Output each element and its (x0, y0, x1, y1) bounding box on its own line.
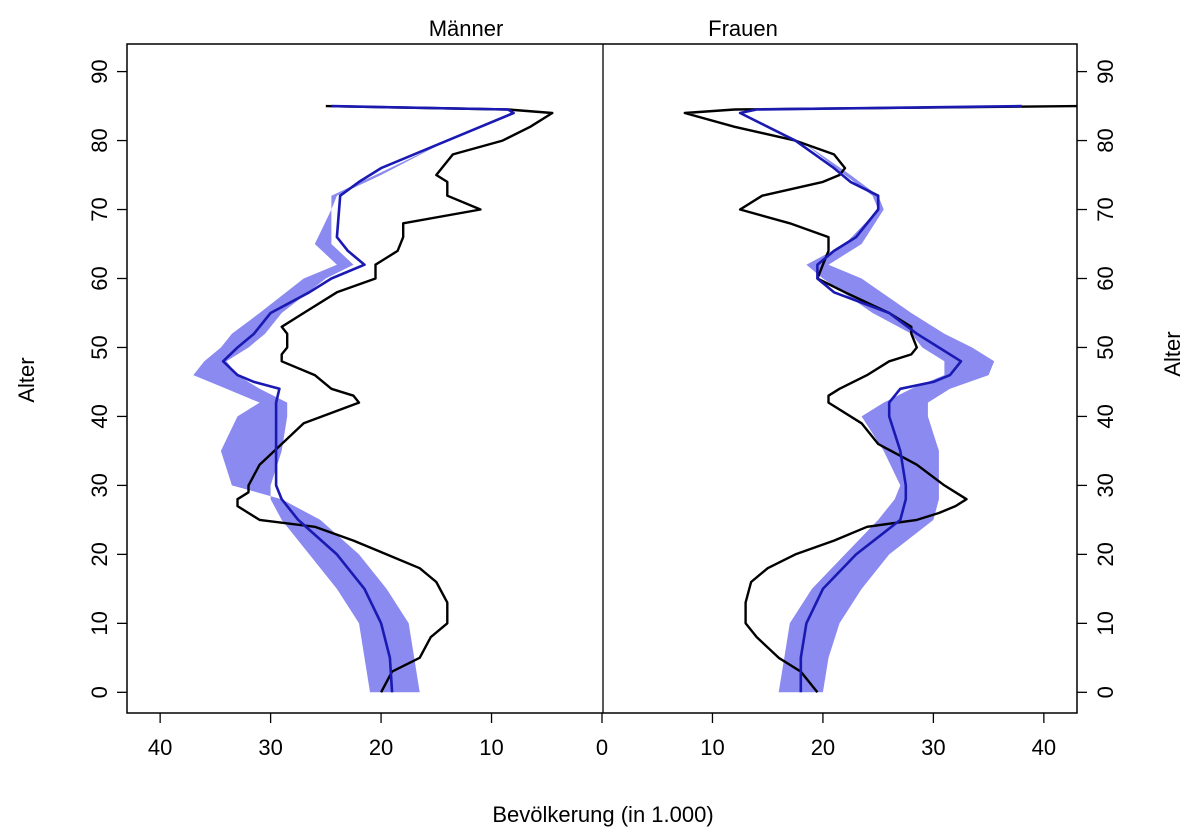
x-tick-label: 20 (811, 735, 835, 760)
forecast-line-left (221, 104, 515, 693)
y-tick-label-left: 50 (87, 335, 112, 359)
x-tick-label: 20 (369, 735, 393, 760)
y-axis-left: 0 10 20 30 40 50 60 70 80 90 (87, 59, 127, 698)
y-tick-label-right: 20 (1093, 542, 1118, 566)
y-tick-label-left: 70 (87, 197, 112, 221)
uncertainty-band-right (740, 113, 995, 693)
y-tick-label-right: 50 (1093, 335, 1118, 359)
y-tick-label-left: 40 (87, 404, 112, 428)
y-tick-label-right: 40 (1093, 404, 1118, 428)
uncertainty-band-left (193, 113, 509, 693)
y-tick-label-right: 10 (1093, 611, 1118, 635)
y-tick-label-left: 0 (87, 686, 112, 698)
panel-title-women: Frauen (708, 16, 778, 41)
x-axis: 40 30 20 10 0 10 20 30 40 (148, 713, 1056, 760)
y-tick-label-right: 90 (1093, 59, 1118, 83)
panel-title-men: Männer (429, 16, 504, 41)
y-tick-label-left: 30 (87, 473, 112, 497)
x-tick-label: 10 (700, 735, 724, 760)
x-tick-label: 0 (596, 735, 608, 760)
y-axis-label-left: Alter (14, 357, 39, 402)
y-tick-label-right: 60 (1093, 266, 1118, 290)
plot-area (193, 104, 1078, 694)
y-tick-label-left: 10 (87, 611, 112, 635)
y-tick-label-right: 80 (1093, 128, 1118, 152)
observed-line-left (236, 104, 554, 693)
y-tick-label-left: 60 (87, 266, 112, 290)
x-tick-label: 40 (1032, 735, 1056, 760)
x-tick-label: 40 (148, 735, 172, 760)
x-tick-label: 10 (479, 735, 503, 760)
y-tick-label-left: 20 (87, 542, 112, 566)
y-tick-label-left: 90 (87, 59, 112, 83)
y-tick-label-right: 70 (1093, 197, 1118, 221)
observed-line-right (683, 104, 1078, 694)
y-tick-label-right: 30 (1093, 473, 1118, 497)
x-tick-label: 30 (258, 735, 282, 760)
x-tick-label: 30 (921, 735, 945, 760)
x-axis-label: Bevölkerung (in 1.000) (492, 802, 713, 827)
y-tick-label-left: 80 (87, 128, 112, 152)
y-axis-label-right: Alter (1160, 331, 1185, 376)
y-tick-label-right: 0 (1093, 686, 1118, 698)
y-axis-right: 0 10 20 30 40 50 60 70 80 90 (1077, 59, 1118, 698)
forecast-line-right (738, 104, 1022, 693)
